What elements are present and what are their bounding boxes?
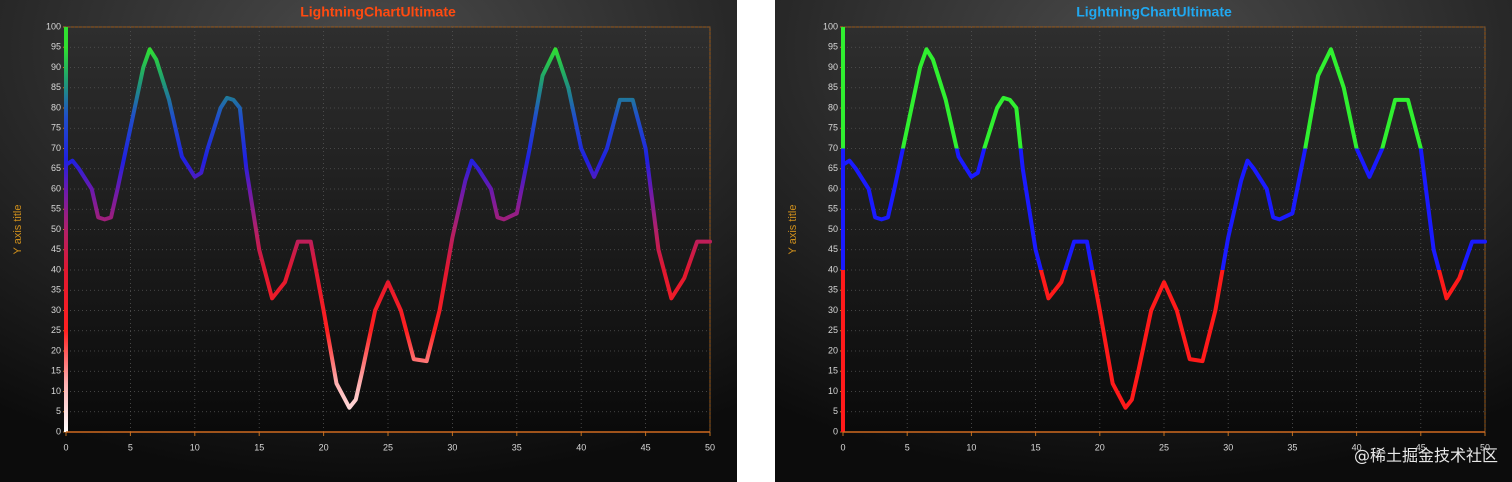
y-tick-label: 100	[46, 21, 61, 31]
y-tick-label: 70	[51, 143, 61, 153]
y-tick-label: 80	[51, 102, 61, 112]
line	[841, 47, 1487, 410]
y-tick-label: 0	[833, 426, 838, 436]
y-tick-label: 20	[51, 345, 61, 355]
y-tick-label: 10	[51, 386, 61, 396]
x-tick-label: 0	[63, 442, 68, 452]
y-tick-label: 100	[823, 21, 838, 31]
y-tick-label: 60	[828, 183, 838, 193]
y-tick-label: 25	[51, 325, 61, 335]
x-tick-label: 35	[1287, 442, 1297, 452]
y-axis-title: Y axis title	[787, 205, 799, 255]
y-tick-label: 80	[828, 102, 838, 112]
x-tick-label: 20	[1095, 442, 1105, 452]
y-tick-label: 0	[56, 426, 61, 436]
x-tick-label: 0	[840, 442, 845, 452]
y-tick-label: 25	[828, 325, 838, 335]
x-tick-label: 10	[966, 442, 976, 452]
y-tick-label: 20	[828, 345, 838, 355]
y-tick-label: 5	[56, 406, 61, 416]
y-tick-label: 15	[828, 366, 838, 376]
x-tick-label: 40	[576, 442, 586, 452]
y-tick-label: 75	[828, 123, 838, 133]
y-tick-label: 60	[51, 183, 61, 193]
x-tick-label: 30	[447, 442, 457, 452]
y-tick-label: 15	[51, 366, 61, 376]
x-tick-label: 45	[641, 442, 651, 452]
y-tick-label: 65	[51, 163, 61, 173]
y-tick-label: 65	[828, 163, 838, 173]
y-tick-label: 50	[51, 224, 61, 234]
y-tick-label: 30	[828, 305, 838, 315]
y-tick-label: 55	[828, 204, 838, 214]
y-tick-label: 10	[828, 386, 838, 396]
plot-area	[842, 26, 1486, 433]
y-tick-label: 90	[828, 62, 838, 72]
y-tick-label: 35	[828, 285, 838, 295]
x-tick-label: 5	[905, 442, 910, 452]
y-tick-label: 70	[828, 143, 838, 153]
watermark: @稀土掘金技术社区	[1353, 446, 1498, 465]
y-tick-label: 85	[828, 82, 838, 92]
x-tick-label: 35	[512, 442, 522, 452]
chart-title: LightningChartUltimate	[1076, 4, 1232, 20]
y-tick-label: 40	[51, 264, 61, 274]
y-tick-label: 5	[833, 406, 838, 416]
y-tick-label: 95	[828, 42, 838, 52]
x-tick-label: 25	[383, 442, 393, 452]
y-tick-label: 95	[51, 42, 61, 52]
x-tick-label: 50	[1480, 442, 1490, 452]
x-tick-label: 5	[128, 442, 133, 452]
y-tick-label: 45	[51, 244, 61, 254]
y-tick-label: 50	[828, 224, 838, 234]
x-tick-label: 10	[190, 442, 200, 452]
y-tick-label: 55	[51, 204, 61, 214]
y-tick-label: 75	[51, 123, 61, 133]
x-tick-label: 25	[1159, 442, 1169, 452]
line	[64, 47, 712, 410]
x-tick-label: 40	[1352, 442, 1362, 452]
x-tick-label: 15	[254, 442, 264, 452]
chart-panel: 0510152025303540455055606570758085909510…	[0, 0, 737, 482]
x-tick-label: 20	[319, 442, 329, 452]
y-tick-label: 45	[828, 244, 838, 254]
y-axis-title: Y axis title	[12, 205, 24, 255]
y-tick-label: 90	[51, 62, 61, 72]
x-tick-label: 15	[1031, 442, 1041, 452]
y-tick-label: 30	[51, 305, 61, 315]
chart-title: LightningChartUltimate	[300, 4, 456, 20]
x-tick-label: 30	[1223, 442, 1233, 452]
y-tick-label: 85	[51, 82, 61, 92]
y-tick-label: 35	[51, 285, 61, 295]
x-tick-label: 50	[705, 442, 715, 452]
x-tick-label: 45	[1416, 442, 1426, 452]
chart-panel: 0510152025303540455055606570758085909510…	[775, 0, 1512, 482]
y-tick-label: 40	[828, 264, 838, 274]
